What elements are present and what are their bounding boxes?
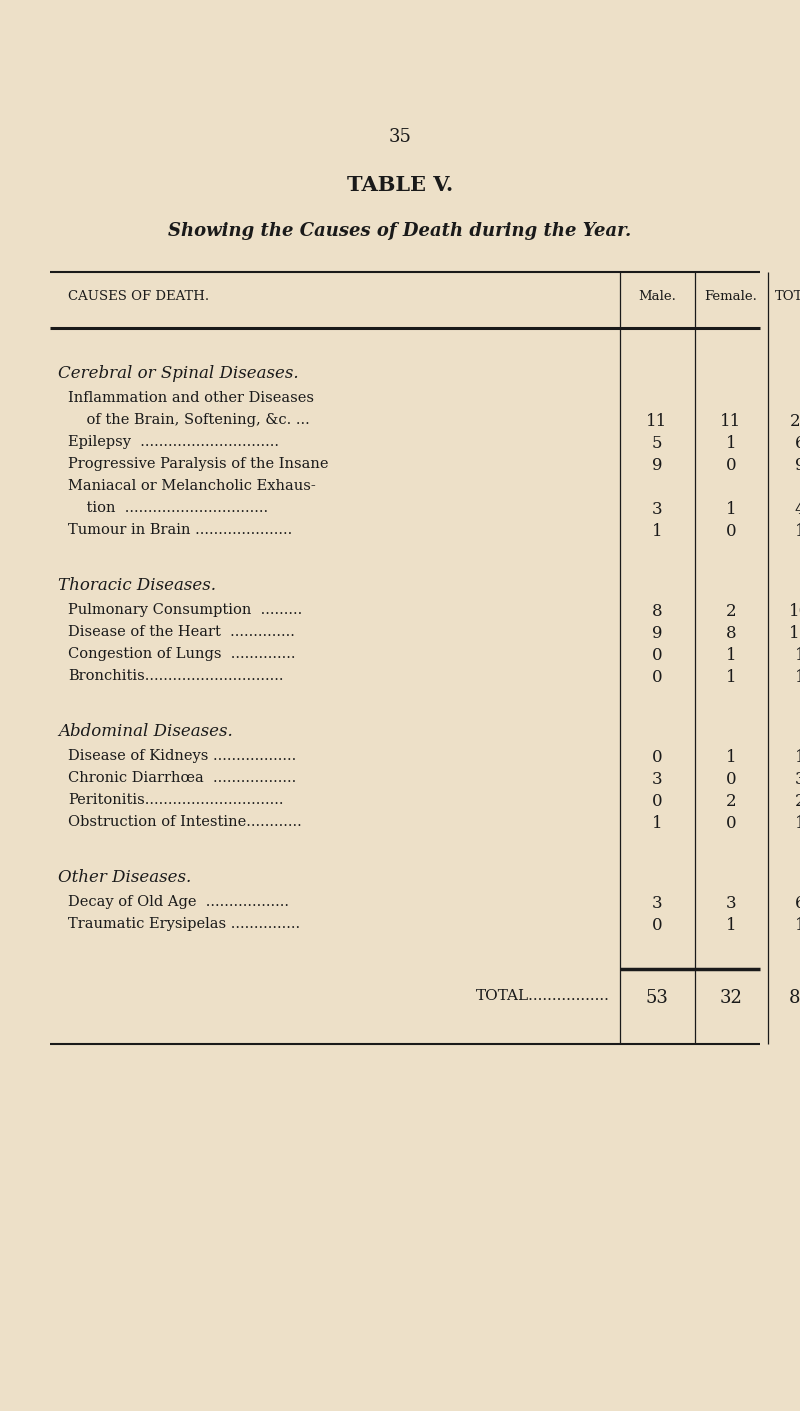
Text: Inflammation and other Diseases: Inflammation and other Diseases [68, 391, 314, 405]
Text: Maniacal or Melancholic Exhaus-: Maniacal or Melancholic Exhaus- [68, 478, 316, 492]
Text: Traumatic Erysipelas ...............: Traumatic Erysipelas ............... [68, 917, 300, 931]
Text: 10: 10 [790, 602, 800, 619]
Text: Pulmonary Consumption  .........: Pulmonary Consumption ......... [68, 602, 302, 617]
Text: Cerebral or Spinal Diseases.: Cerebral or Spinal Diseases. [58, 365, 298, 382]
Text: 2: 2 [794, 793, 800, 810]
Text: 3: 3 [794, 770, 800, 787]
Text: 1: 1 [726, 501, 736, 518]
Text: 0: 0 [726, 523, 736, 540]
Text: 11: 11 [646, 413, 668, 430]
Text: Bronchitis..............................: Bronchitis.............................. [68, 669, 283, 683]
Text: TOTAL.: TOTAL. [775, 291, 800, 303]
Text: Epilepsy  ..............................: Epilepsy .............................. [68, 435, 279, 449]
Text: Abdominal Diseases.: Abdominal Diseases. [58, 722, 233, 739]
Text: tion  ...............................: tion ............................... [68, 501, 268, 515]
Text: 0: 0 [652, 648, 662, 665]
Text: 6: 6 [794, 435, 800, 452]
Text: Male.: Male. [638, 291, 676, 303]
Text: 3: 3 [652, 501, 662, 518]
Text: Obstruction of Intestine............: Obstruction of Intestine............ [68, 816, 302, 830]
Text: 8: 8 [652, 602, 662, 619]
Text: 22: 22 [790, 413, 800, 430]
Text: 11: 11 [720, 413, 742, 430]
Text: 1: 1 [794, 816, 800, 832]
Text: Tumour in Brain .....................: Tumour in Brain ..................... [68, 523, 292, 538]
Text: 53: 53 [646, 989, 669, 1007]
Text: TABLE V.: TABLE V. [347, 175, 453, 195]
Text: 9: 9 [794, 457, 800, 474]
Text: Disease of Kidneys ..................: Disease of Kidneys .................. [68, 749, 296, 763]
Text: 35: 35 [389, 128, 411, 145]
Text: Disease of the Heart  ..............: Disease of the Heart .............. [68, 625, 295, 639]
Text: 1: 1 [794, 523, 800, 540]
Text: 2: 2 [726, 793, 736, 810]
Text: Progressive Paralysis of the Insane: Progressive Paralysis of the Insane [68, 457, 329, 471]
Text: 3: 3 [652, 770, 662, 787]
Text: 3: 3 [652, 895, 662, 912]
Text: 6: 6 [794, 895, 800, 912]
Text: 32: 32 [719, 989, 742, 1007]
Text: 1: 1 [794, 749, 800, 766]
Text: 5: 5 [652, 435, 662, 452]
Text: 0: 0 [726, 770, 736, 787]
Text: Peritonitis..............................: Peritonitis.............................… [68, 793, 283, 807]
Text: 0: 0 [652, 917, 662, 934]
Text: Female.: Female. [705, 291, 758, 303]
Text: 0: 0 [726, 816, 736, 832]
Text: 1: 1 [794, 669, 800, 686]
Text: 1: 1 [652, 816, 662, 832]
Text: Congestion of Lungs  ..............: Congestion of Lungs .............. [68, 648, 295, 660]
Text: 8: 8 [726, 625, 736, 642]
Text: 3: 3 [726, 895, 736, 912]
Text: Showing the Causes of Death during the Year.: Showing the Causes of Death during the Y… [168, 222, 632, 240]
Text: 85: 85 [789, 989, 800, 1007]
Text: Other Diseases.: Other Diseases. [58, 869, 191, 886]
Text: 9: 9 [652, 625, 662, 642]
Text: 1: 1 [652, 523, 662, 540]
Text: Thoracic Diseases.: Thoracic Diseases. [58, 577, 216, 594]
Text: 1: 1 [726, 648, 736, 665]
Text: 1: 1 [726, 917, 736, 934]
Text: 0: 0 [652, 793, 662, 810]
Text: 1: 1 [794, 648, 800, 665]
Text: 1: 1 [794, 917, 800, 934]
Text: 17: 17 [790, 625, 800, 642]
Text: 1: 1 [726, 669, 736, 686]
Text: 9: 9 [652, 457, 662, 474]
Text: of the Brain, Softening, &c. ...: of the Brain, Softening, &c. ... [68, 413, 310, 428]
Text: Decay of Old Age  ..................: Decay of Old Age .................. [68, 895, 289, 909]
Text: 2: 2 [726, 602, 736, 619]
Text: 1: 1 [726, 749, 736, 766]
Text: 1: 1 [726, 435, 736, 452]
Text: 0: 0 [726, 457, 736, 474]
Text: TOTAL.................: TOTAL................. [476, 989, 610, 1003]
Text: 4: 4 [794, 501, 800, 518]
Text: CAUSES OF DEATH.: CAUSES OF DEATH. [68, 291, 209, 303]
Text: 0: 0 [652, 669, 662, 686]
Text: Chronic Diarrhœa  ..................: Chronic Diarrhœa .................. [68, 770, 296, 785]
Text: 0: 0 [652, 749, 662, 766]
